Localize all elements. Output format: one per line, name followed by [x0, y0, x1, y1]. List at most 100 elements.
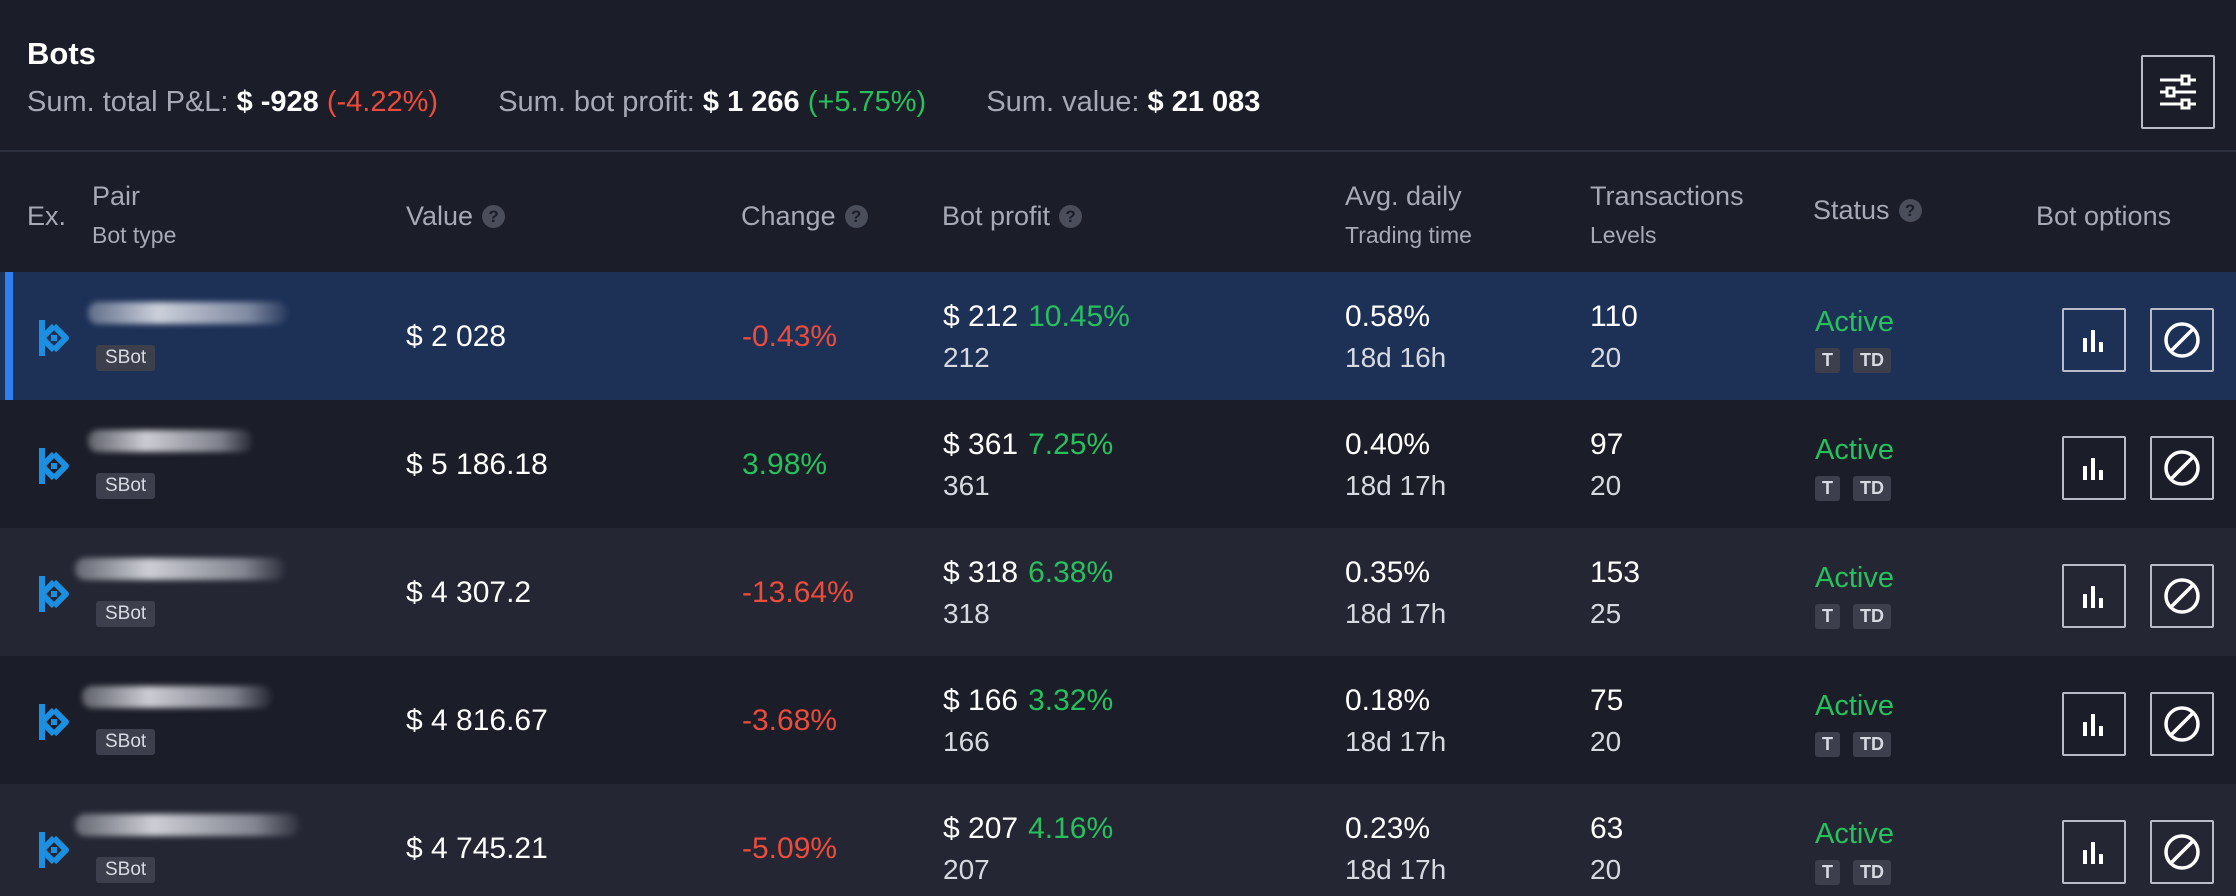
- bot-value: $ 5 186.18: [406, 448, 548, 481]
- status-badge: Active: [1815, 306, 1894, 338]
- sum-value: $ 21 083: [1147, 86, 1261, 118]
- bot-profit-percent: 7.25%: [1028, 428, 1114, 461]
- bot-profit-percent: 4.16%: [1028, 812, 1114, 845]
- bar-chart-icon: [2083, 458, 2103, 480]
- bot-type-badge: SBot: [96, 857, 156, 883]
- summary-bar: Sum. total P&L: $ -928 (-4.22%) Sum. bot…: [27, 86, 1260, 119]
- stop-bot-button[interactable]: [2150, 564, 2214, 628]
- bot-profit-percent: 3.32%: [1028, 684, 1114, 717]
- status-tag-td: TD: [1853, 732, 1891, 757]
- levels-value: 20: [1590, 854, 1622, 885]
- bot-profit-amount: $ 207: [943, 812, 1019, 845]
- pair-name-redacted: [75, 558, 285, 580]
- transactions-value: 97: [1590, 428, 1624, 461]
- col-change-label: Change: [741, 201, 836, 231]
- status-tag-t: T: [1815, 476, 1840, 501]
- help-icon[interactable]: ?: [482, 205, 506, 228]
- levels-value: 20: [1590, 470, 1622, 501]
- status-tag-t: T: [1815, 860, 1840, 885]
- kucoin-logo-icon: [39, 704, 69, 740]
- col-transactions-label: Transactions: [1590, 181, 1744, 211]
- stats-button[interactable]: [2062, 436, 2126, 500]
- status-badge: Active: [1815, 690, 1894, 722]
- col-status[interactable]: Status?: [1813, 195, 1922, 226]
- levels-value: 25: [1590, 598, 1622, 629]
- bot-profit-raw: 207: [943, 854, 990, 885]
- kucoin-logo-icon: [39, 448, 69, 484]
- pnl-value: $ -928: [236, 86, 319, 118]
- col-bot-profit-label: Bot profit: [942, 201, 1051, 231]
- bot-profit-amount: $ 166: [943, 684, 1019, 717]
- table-row[interactable]: SBot $ 5 186.18 3.98% $ 361 7.25% 361 0.4…: [0, 400, 2236, 528]
- sum-value-label: Sum. value:: [986, 86, 1140, 118]
- levels-value: 20: [1590, 342, 1622, 373]
- status-badge: Active: [1815, 818, 1894, 850]
- stop-icon: [2164, 834, 2200, 870]
- bar-chart-icon: [2083, 586, 2103, 608]
- bot-value: $ 4 816.67: [406, 704, 548, 737]
- col-status-label: Status: [1813, 195, 1890, 225]
- change-value: 3.98%: [742, 448, 828, 481]
- bar-chart-icon: [2083, 330, 2103, 352]
- change-value: -5.09%: [742, 832, 838, 865]
- kucoin-logo-icon: [39, 832, 69, 868]
- help-icon[interactable]: ?: [1898, 199, 1922, 222]
- status-tag-td: TD: [1853, 860, 1891, 885]
- trading-time-value: 18d 16h: [1345, 342, 1447, 373]
- stats-button[interactable]: [2062, 564, 2126, 628]
- avg-daily-value: 0.58%: [1345, 300, 1431, 333]
- col-value[interactable]: Value?: [406, 201, 506, 232]
- stats-button[interactable]: [2062, 692, 2126, 756]
- col-exchange: Ex.: [27, 201, 67, 231]
- col-trading-time-label: Trading time: [1345, 222, 1472, 248]
- column-settings-button[interactable]: [2141, 55, 2215, 129]
- pair-name-redacted: [88, 302, 288, 324]
- col-levels-label: Levels: [1590, 222, 1657, 248]
- table-header: Ex. Pair Bot type Value? Change? Bot pro…: [0, 150, 2236, 272]
- stop-icon: [2164, 322, 2200, 358]
- col-avg-daily-label: Avg. daily: [1345, 181, 1462, 211]
- pair-name-redacted: [75, 814, 300, 836]
- stop-bot-button[interactable]: [2150, 820, 2214, 884]
- pair-name-redacted: [82, 686, 272, 708]
- help-icon[interactable]: ?: [844, 205, 868, 228]
- status-badge: Active: [1815, 562, 1894, 594]
- pair-name-redacted: [88, 430, 253, 452]
- stop-bot-button[interactable]: [2150, 436, 2214, 500]
- bot-profit-value: $ 1 266: [702, 86, 800, 118]
- bot-profit-raw: 318: [943, 598, 990, 629]
- avg-daily-value: 0.18%: [1345, 684, 1431, 717]
- bot-profit: $ 207 4.16%: [943, 812, 1113, 846]
- help-icon[interactable]: ?: [1059, 205, 1083, 228]
- stats-button[interactable]: [2062, 308, 2126, 372]
- trading-time-value: 18d 17h: [1345, 470, 1447, 501]
- bot-value: $ 2 028: [406, 320, 507, 353]
- stop-bot-button[interactable]: [2150, 308, 2214, 372]
- bot-profit-percent: (+5.75%): [807, 86, 927, 118]
- bots-header: Bots Sum. total P&L: $ -928 (-4.22%) Sum…: [0, 0, 2236, 152]
- col-transactions[interactable]: Transactions Levels: [1590, 181, 1744, 249]
- transactions-value: 110: [1590, 300, 1638, 333]
- kucoin-logo-icon: [39, 320, 69, 356]
- col-avg-daily[interactable]: Avg. daily Trading time: [1345, 181, 1472, 249]
- col-change[interactable]: Change?: [741, 201, 868, 232]
- bot-profit: $ 212 10.45%: [943, 300, 1130, 334]
- change-value: -13.64%: [742, 576, 854, 609]
- table-row[interactable]: SBot $ 4 745.21 -5.09% $ 207 4.16% 207 0.…: [0, 784, 2236, 896]
- bot-profit-raw: 361: [943, 470, 990, 501]
- bot-profit-amount: $ 361: [943, 428, 1019, 461]
- transactions-value: 75: [1590, 684, 1624, 717]
- bar-chart-icon: [2083, 714, 2103, 736]
- table-row[interactable]: SBot $ 4 816.67 -3.68% $ 166 3.32% 166 0.…: [0, 656, 2236, 784]
- table-row[interactable]: SBot $ 4 307.2 -13.64% $ 318 6.38% 318 0.…: [0, 528, 2236, 656]
- trading-time-value: 18d 17h: [1345, 854, 1447, 885]
- bar-chart-icon: [2083, 842, 2103, 864]
- bot-type-badge: SBot: [96, 601, 156, 627]
- table-row[interactable]: SBot $ 2 028 -0.43% $ 212 10.45% 212 0.58…: [0, 272, 2236, 400]
- stop-bot-button[interactable]: [2150, 692, 2214, 756]
- stats-button[interactable]: [2062, 820, 2126, 884]
- col-bot-profit[interactable]: Bot profit?: [942, 201, 1083, 232]
- col-pair[interactable]: Pair Bot type: [92, 181, 176, 249]
- bot-profit: $ 166 3.32%: [943, 684, 1113, 718]
